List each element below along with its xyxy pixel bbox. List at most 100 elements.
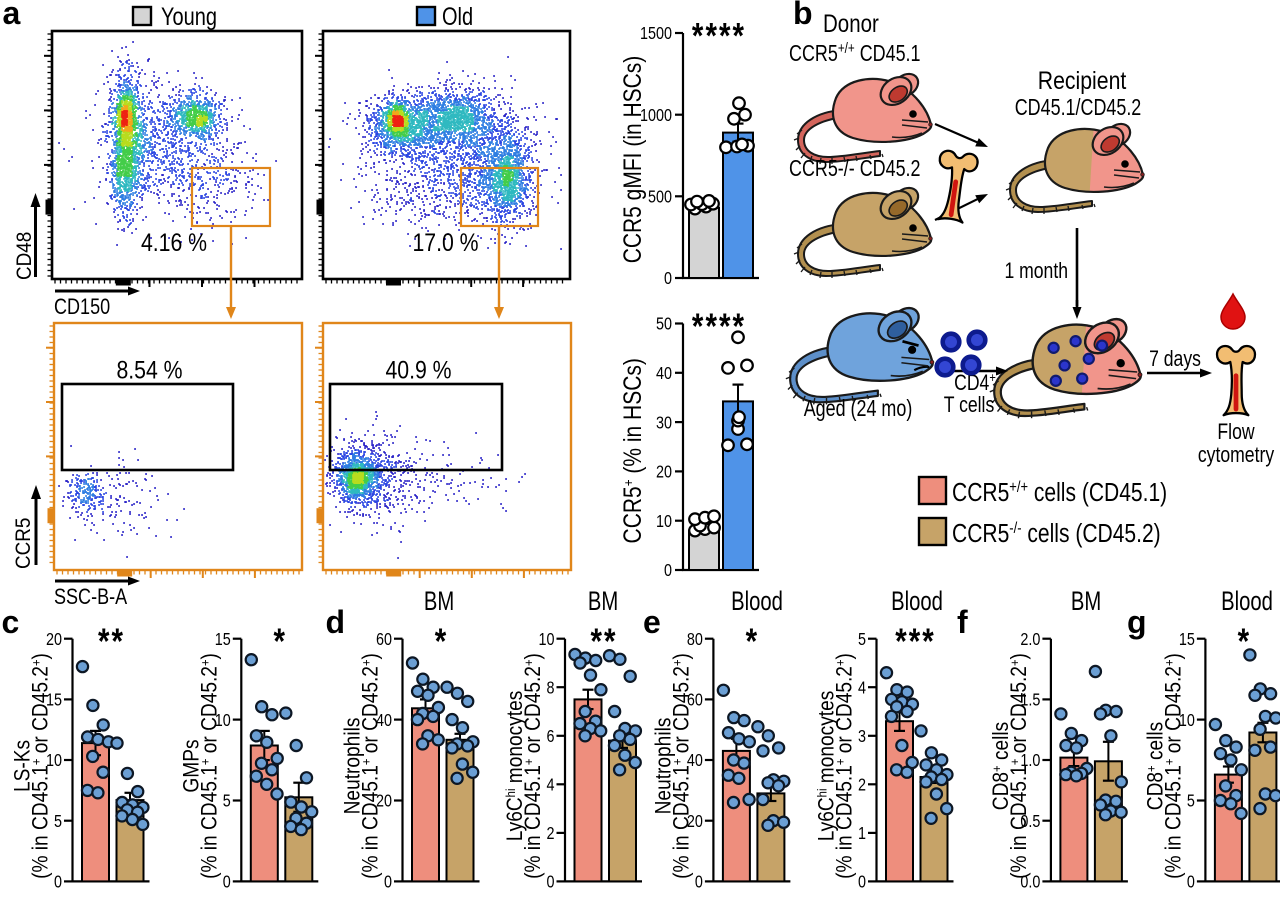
svg-text:20: 20: [376, 791, 392, 811]
svg-text:BM: BM: [424, 586, 454, 617]
svg-text:1 month: 1 month: [1004, 259, 1068, 283]
svg-text:5: 5: [54, 811, 62, 831]
svg-text:(% in CD45.1+​ or CD45.2+​): (% in CD45.1+​ or CD45.2+​): [358, 653, 383, 879]
svg-text:*: *: [746, 621, 760, 661]
svg-text:40: 40: [656, 364, 672, 384]
svg-text:10: 10: [215, 710, 231, 730]
svg-text:5: 5: [1187, 791, 1195, 811]
svg-text:40: 40: [687, 751, 703, 771]
svg-text:0: 0: [664, 269, 672, 289]
svg-text:c: c: [2, 604, 20, 640]
svg-text:0: 0: [1187, 872, 1195, 892]
svg-text:CD45.1/CD45.2: CD45.1/CD45.2: [1015, 95, 1142, 121]
svg-text:g: g: [1127, 604, 1147, 640]
svg-text:60: 60: [376, 629, 392, 649]
svg-text:T cells: T cells: [944, 393, 995, 417]
svg-text:(% in CD45.1+​ or CD45.2+​): (% in CD45.1+​ or CD45.2+​): [197, 653, 222, 879]
svg-text:0: 0: [54, 872, 62, 892]
svg-text:1: 1: [858, 824, 866, 844]
svg-text:BM: BM: [588, 586, 618, 617]
svg-text:4: 4: [858, 678, 866, 698]
svg-text:SSC-B-A: SSC-B-A: [54, 585, 128, 609]
svg-text:Young: Young: [161, 3, 217, 31]
svg-text:10: 10: [46, 751, 62, 771]
svg-text:60: 60: [687, 690, 703, 710]
svg-text:17.0 %: 17.0 %: [412, 228, 478, 256]
svg-text:**: **: [590, 621, 617, 661]
svg-text:CCR5 gMFI (in HSCs): CCR5 gMFI (in HSCs): [618, 56, 646, 264]
svg-text:(% in CD45.1+​ or CD45.2+​): (% in CD45.1+​ or CD45.2+​): [521, 653, 546, 879]
svg-text:(% in CD45.1+​ or CD45.2+​): (% in CD45.1+​ or CD45.2+​): [1161, 653, 1186, 879]
svg-text:Donor: Donor: [823, 9, 879, 37]
svg-text:*: *: [435, 621, 449, 661]
svg-text:7 days: 7 days: [1149, 347, 1201, 371]
svg-text:8.54 %: 8.54 %: [116, 356, 182, 384]
svg-text:CCR5: CCR5: [12, 518, 35, 569]
svg-text:0: 0: [695, 872, 703, 892]
svg-text:1500: 1500: [640, 24, 672, 44]
svg-text:Blood: Blood: [1221, 586, 1273, 617]
svg-text:Ly6Chi​ monocytes: Ly6Chi​ monocytes: [503, 691, 528, 842]
svg-text:Aged (24 mo): Aged (24 mo): [804, 396, 913, 422]
svg-text:Neutrophils: Neutrophils: [340, 718, 365, 815]
svg-text:5: 5: [858, 629, 866, 649]
svg-text:CD8+​ cells: CD8+​ cells: [989, 722, 1014, 810]
svg-text:15: 15: [46, 690, 62, 710]
svg-text:0: 0: [384, 872, 392, 892]
svg-text:2.0: 2.0: [1020, 629, 1040, 649]
svg-text:*: *: [1238, 621, 1252, 661]
svg-text:10: 10: [538, 629, 554, 649]
svg-text:CCR5+/+​ CD45.1: CCR5+/+​ CD45.1: [789, 40, 920, 67]
svg-text:(% in CD45.1+​ or CD45.2+​): (% in CD45.1+​ or CD45.2+​): [832, 653, 857, 879]
svg-text:3: 3: [858, 727, 866, 747]
svg-text:CD150: CD150: [54, 295, 110, 319]
svg-text:10: 10: [656, 511, 672, 531]
svg-text:e: e: [643, 604, 661, 640]
svg-text:Old: Old: [442, 3, 473, 31]
svg-text:4: 4: [546, 775, 554, 795]
svg-text:CD8+​ cells: CD8+​ cells: [1143, 722, 1168, 810]
svg-text:2: 2: [546, 824, 554, 844]
svg-text:0: 0: [223, 872, 231, 892]
svg-text:(% in CD45.1+​ or CD45.2+​): (% in CD45.1+​ or CD45.2+​): [1007, 653, 1032, 879]
svg-text:CCR5-/-​ cells (CD45.2): CCR5-/-​ cells (CD45.2): [952, 520, 1161, 549]
svg-text:****: ****: [692, 306, 746, 346]
svg-text:50: 50: [656, 314, 672, 334]
svg-text:15: 15: [1179, 629, 1195, 649]
svg-text:500: 500: [648, 187, 672, 207]
svg-text:0: 0: [546, 872, 554, 892]
svg-text:Recipient: Recipient: [1038, 66, 1127, 94]
svg-text:GMPs: GMPs: [179, 739, 204, 792]
svg-text:f: f: [957, 604, 968, 640]
svg-text:a: a: [3, 0, 21, 31]
svg-text:15: 15: [215, 629, 231, 649]
svg-text:CCR5+​ (% in HSCs): CCR5+​ (% in HSCs): [618, 358, 646, 543]
svg-text:CCR5+/+​ cells (CD45.1): CCR5+/+​ cells (CD45.1): [952, 479, 1167, 508]
svg-text:1.0: 1.0: [1020, 751, 1040, 771]
svg-text:CCR5-/- CD45.2: CCR5-/- CD45.2: [789, 156, 920, 182]
svg-text:LS-Ks: LS-Ks: [10, 740, 35, 792]
svg-text:0.0: 0.0: [1020, 872, 1040, 892]
svg-text:8: 8: [546, 678, 554, 698]
svg-text:Blood: Blood: [731, 586, 783, 617]
svg-text:Ly6Chi​ monocytes: Ly6Chi​ monocytes: [814, 691, 839, 842]
svg-text:***: ***: [895, 621, 936, 661]
svg-text:2: 2: [858, 775, 866, 795]
svg-text:(% in CD45.1+​ or CD45.2+​): (% in CD45.1+​ or CD45.2+​): [28, 653, 53, 879]
svg-text:cytometry: cytometry: [1198, 443, 1274, 467]
svg-text:d: d: [326, 604, 346, 640]
svg-text:Neutrophils: Neutrophils: [651, 718, 676, 815]
svg-text:(% in CD45.1+​ or CD45.2+​): (% in CD45.1+​ or CD45.2+​): [669, 653, 694, 879]
svg-text:5: 5: [223, 791, 231, 811]
svg-text:b: b: [793, 0, 813, 31]
svg-text:0: 0: [664, 561, 672, 581]
svg-text:****: ****: [692, 15, 746, 55]
svg-text:6: 6: [546, 727, 554, 747]
svg-text:Blood: Blood: [891, 586, 943, 617]
svg-text:20: 20: [687, 811, 703, 831]
svg-text:40.9 %: 40.9 %: [385, 356, 451, 384]
svg-text:1000: 1000: [640, 105, 672, 125]
svg-text:30: 30: [656, 413, 672, 433]
svg-text:80: 80: [687, 629, 703, 649]
svg-text:BM: BM: [1071, 586, 1101, 617]
